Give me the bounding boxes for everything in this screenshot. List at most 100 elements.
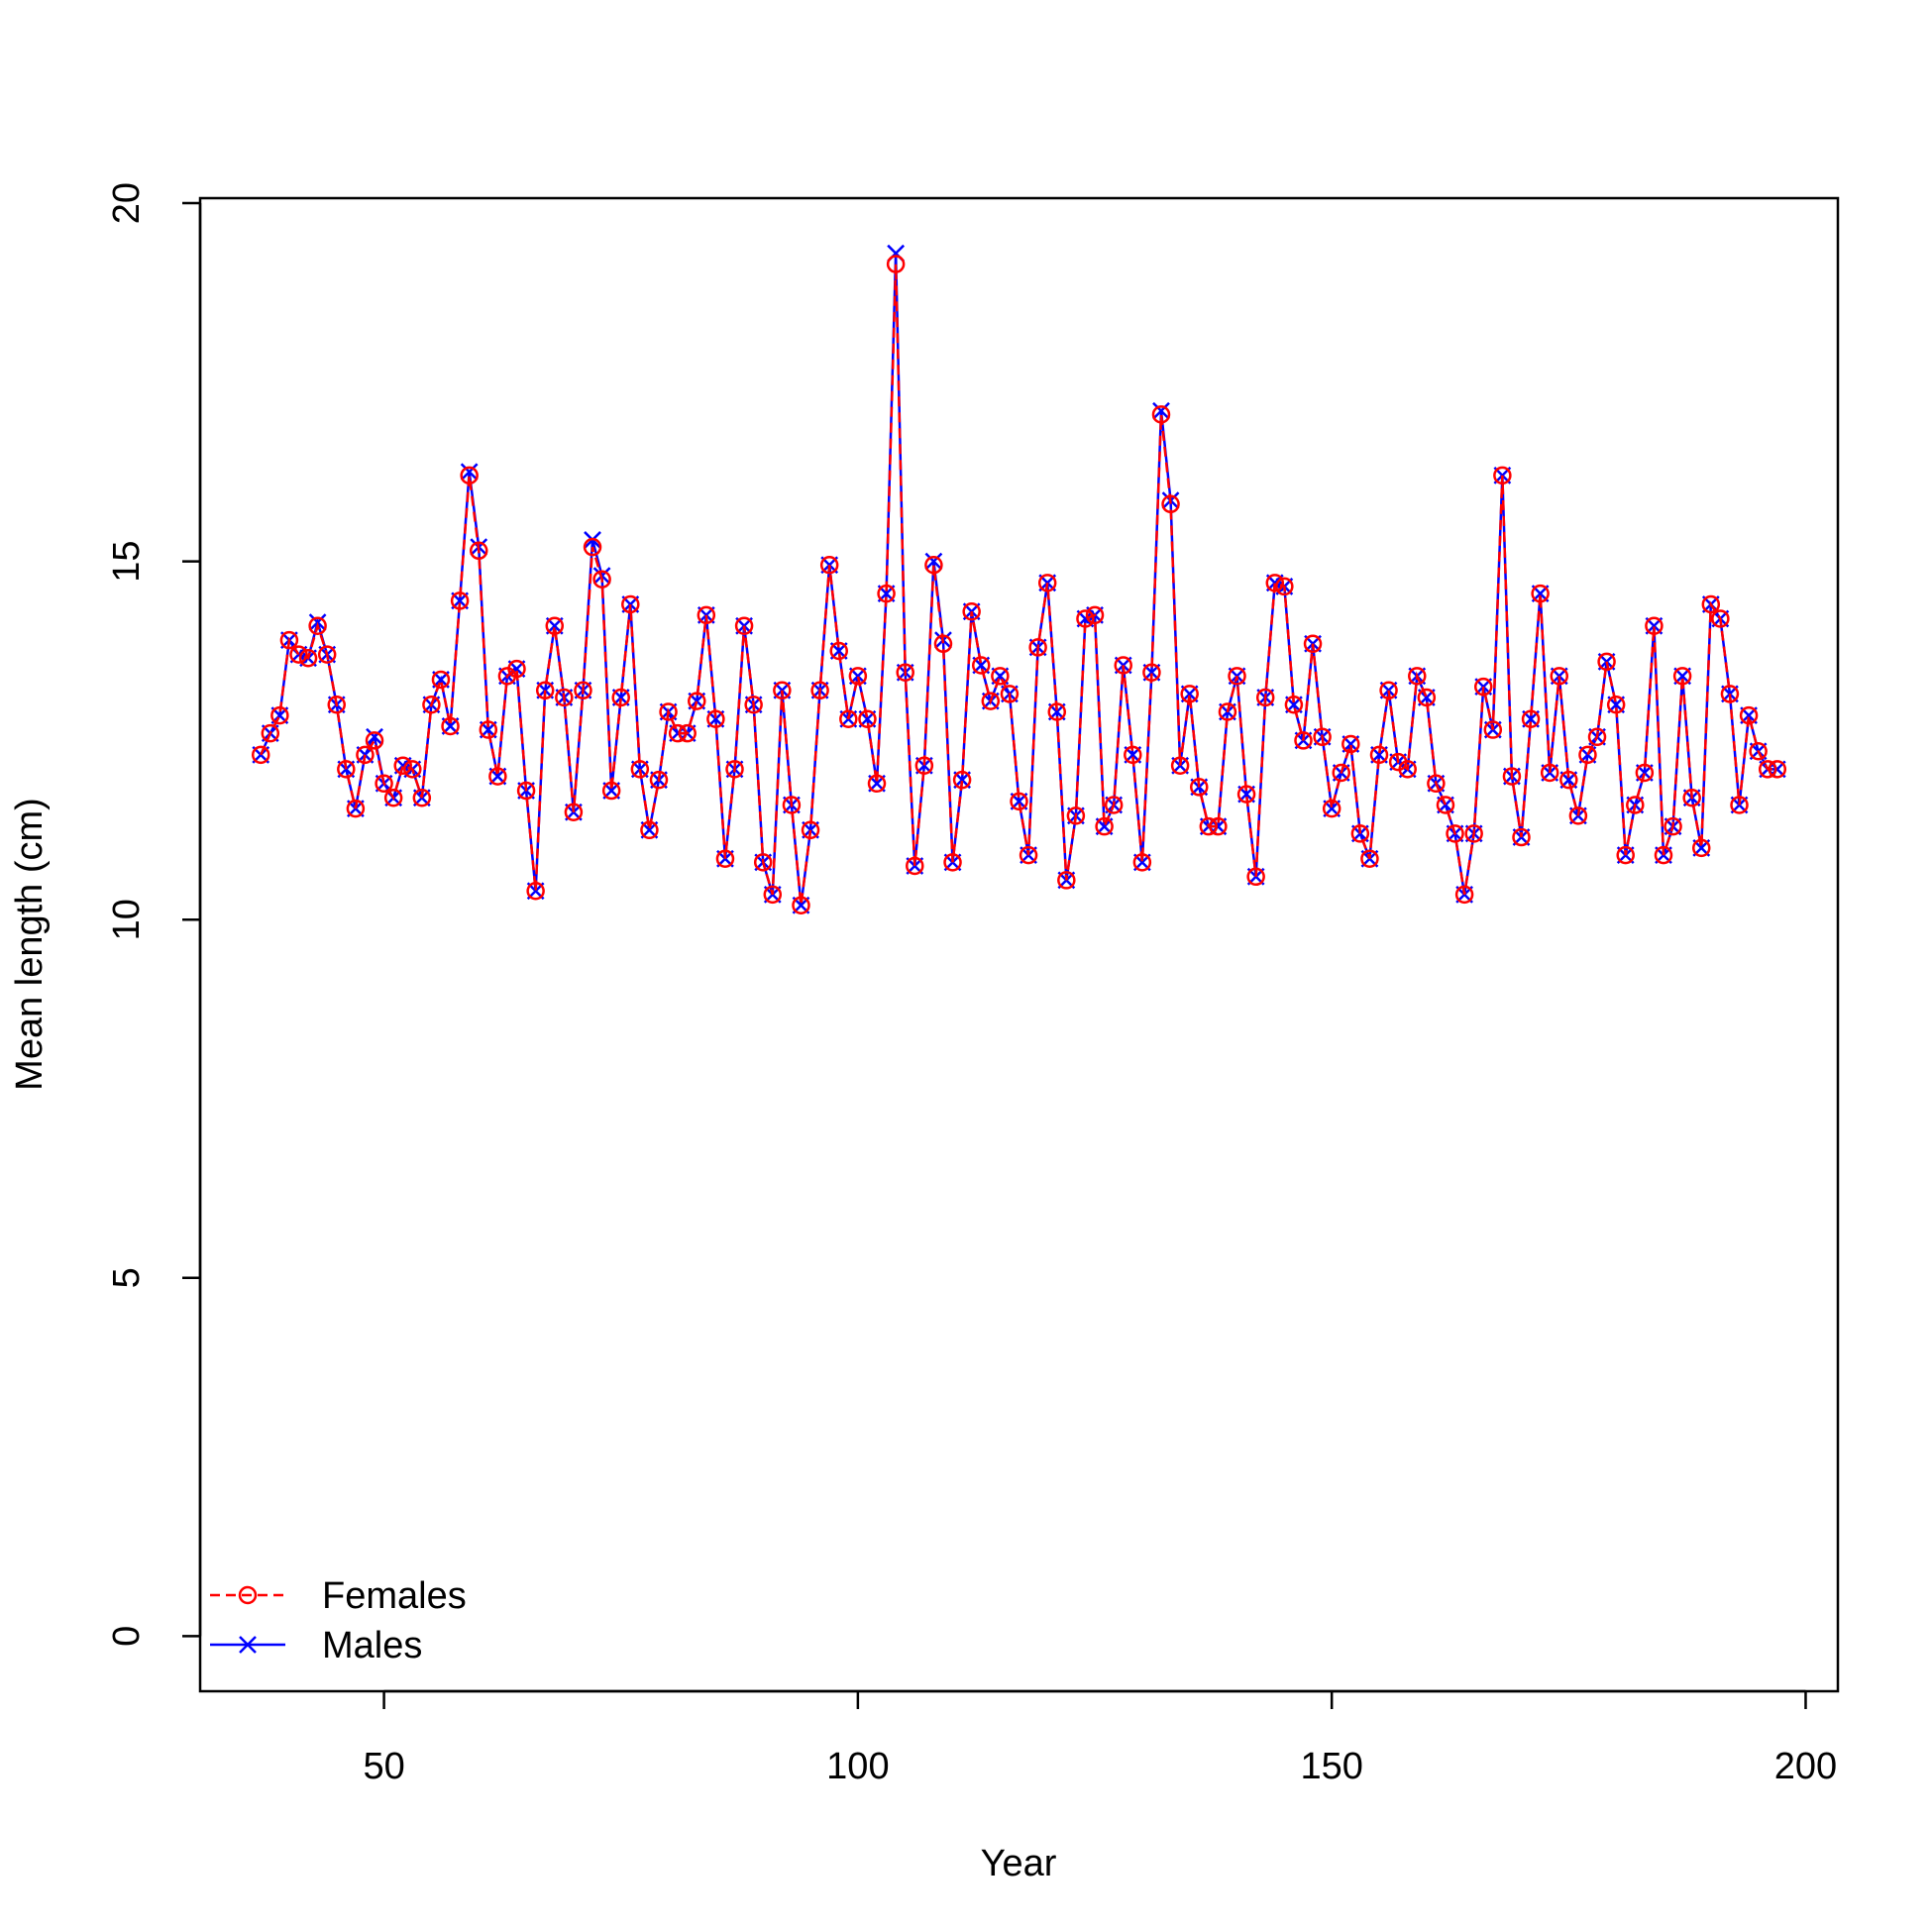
point xyxy=(1768,760,1787,779)
point xyxy=(1417,688,1437,707)
point xyxy=(1654,845,1673,865)
point xyxy=(1010,792,1028,811)
point xyxy=(337,760,356,779)
point xyxy=(1568,806,1588,825)
point xyxy=(1124,745,1142,765)
point xyxy=(1066,806,1086,825)
point xyxy=(848,667,868,686)
point xyxy=(526,882,545,901)
point xyxy=(1246,867,1265,887)
point xyxy=(1142,663,1161,682)
point xyxy=(393,756,412,775)
point xyxy=(422,696,441,714)
point xyxy=(1076,609,1095,628)
point xyxy=(1701,594,1721,614)
point xyxy=(1170,756,1190,775)
point xyxy=(1275,577,1294,596)
x-tick-label: 50 xyxy=(363,1746,404,1787)
point xyxy=(450,591,470,610)
point xyxy=(346,799,366,818)
point xyxy=(1085,605,1105,625)
y-tick-label: 5 xyxy=(106,1267,148,1288)
point xyxy=(592,570,611,589)
point xyxy=(1209,816,1228,836)
point xyxy=(1559,770,1578,790)
point xyxy=(460,466,479,485)
point xyxy=(1682,789,1701,807)
point xyxy=(697,605,716,625)
point xyxy=(366,727,383,746)
point xyxy=(792,896,810,914)
point xyxy=(516,781,536,801)
point xyxy=(574,681,592,700)
point xyxy=(1322,799,1342,818)
point xyxy=(991,667,1010,686)
point xyxy=(1436,796,1455,814)
point xyxy=(375,774,393,794)
point xyxy=(981,692,1001,710)
point xyxy=(715,849,735,868)
point xyxy=(279,630,299,650)
point xyxy=(924,552,943,571)
point xyxy=(1019,845,1038,865)
point xyxy=(1540,763,1559,783)
point xyxy=(403,760,422,779)
x-tick-label: 200 xyxy=(1774,1746,1837,1787)
point xyxy=(1236,785,1256,804)
legend-label: Females xyxy=(322,1575,467,1617)
point xyxy=(1342,734,1360,754)
point xyxy=(611,688,630,707)
y-axis-label: Mean length (cm) xyxy=(9,798,51,1091)
point xyxy=(810,681,829,700)
point xyxy=(507,659,526,679)
point xyxy=(601,781,621,801)
point xyxy=(1626,796,1645,814)
point xyxy=(1037,574,1057,592)
point xyxy=(649,770,669,790)
point xyxy=(1427,774,1446,794)
point xyxy=(1512,827,1531,847)
point xyxy=(1597,652,1616,672)
point xyxy=(1473,677,1493,697)
point xyxy=(943,853,962,872)
point xyxy=(1265,574,1285,592)
point xyxy=(583,537,602,557)
point xyxy=(1758,760,1777,779)
point xyxy=(365,731,384,750)
point xyxy=(1047,702,1067,721)
point xyxy=(886,255,906,273)
point xyxy=(1369,745,1389,765)
point xyxy=(1114,656,1132,675)
point xyxy=(1531,584,1550,603)
point xyxy=(962,601,981,621)
x-tick-label: 150 xyxy=(1300,1746,1362,1787)
point xyxy=(1720,685,1740,703)
point xyxy=(479,720,498,739)
point xyxy=(1313,727,1332,747)
point xyxy=(906,856,924,876)
x-tick-label: 100 xyxy=(826,1746,889,1787)
point xyxy=(1711,609,1730,628)
point xyxy=(763,885,783,905)
point xyxy=(1493,466,1512,485)
point xyxy=(1408,667,1427,686)
point xyxy=(1161,494,1180,514)
point xyxy=(630,760,650,779)
point xyxy=(924,555,943,575)
y-tick-label: 15 xyxy=(106,540,148,582)
point xyxy=(1360,849,1379,868)
point xyxy=(744,696,763,714)
point xyxy=(356,745,375,765)
point xyxy=(829,641,848,661)
point xyxy=(1672,667,1692,686)
point xyxy=(1454,885,1474,905)
point xyxy=(1294,731,1313,750)
point xyxy=(1284,696,1304,714)
point xyxy=(1550,667,1569,686)
point xyxy=(555,688,574,707)
point xyxy=(773,681,792,700)
point xyxy=(1180,685,1199,703)
point xyxy=(431,670,451,690)
legend-marker xyxy=(239,1636,257,1654)
